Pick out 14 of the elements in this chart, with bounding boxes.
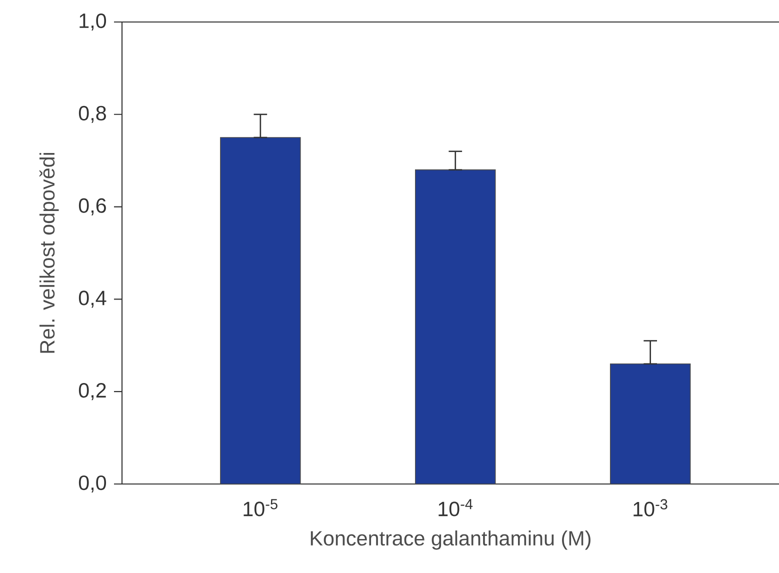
y-tick-label: 0,2 [78,383,106,400]
y-tick-label: 0,8 [78,106,106,123]
y-tick-label: 0,6 [78,198,106,216]
y-axis-title: Rel. velikost odpovědi [39,152,59,353]
y-tick-label: 0,4 [78,290,106,308]
y-tick-label: 1,0 [80,13,106,31]
bar [415,169,496,484]
y-tick-label: 0,0 [78,475,106,493]
x-tick-label: 10$^{-5}$ [244,499,278,516]
x-axis-title: Koncentrace galanthaminu (M) [310,530,590,550]
x-tick-label: 10$^{-3}$ [634,499,668,516]
bar [220,137,301,484]
x-tick-label: 10$^{-4}$ [438,499,473,516]
bar [610,363,691,484]
